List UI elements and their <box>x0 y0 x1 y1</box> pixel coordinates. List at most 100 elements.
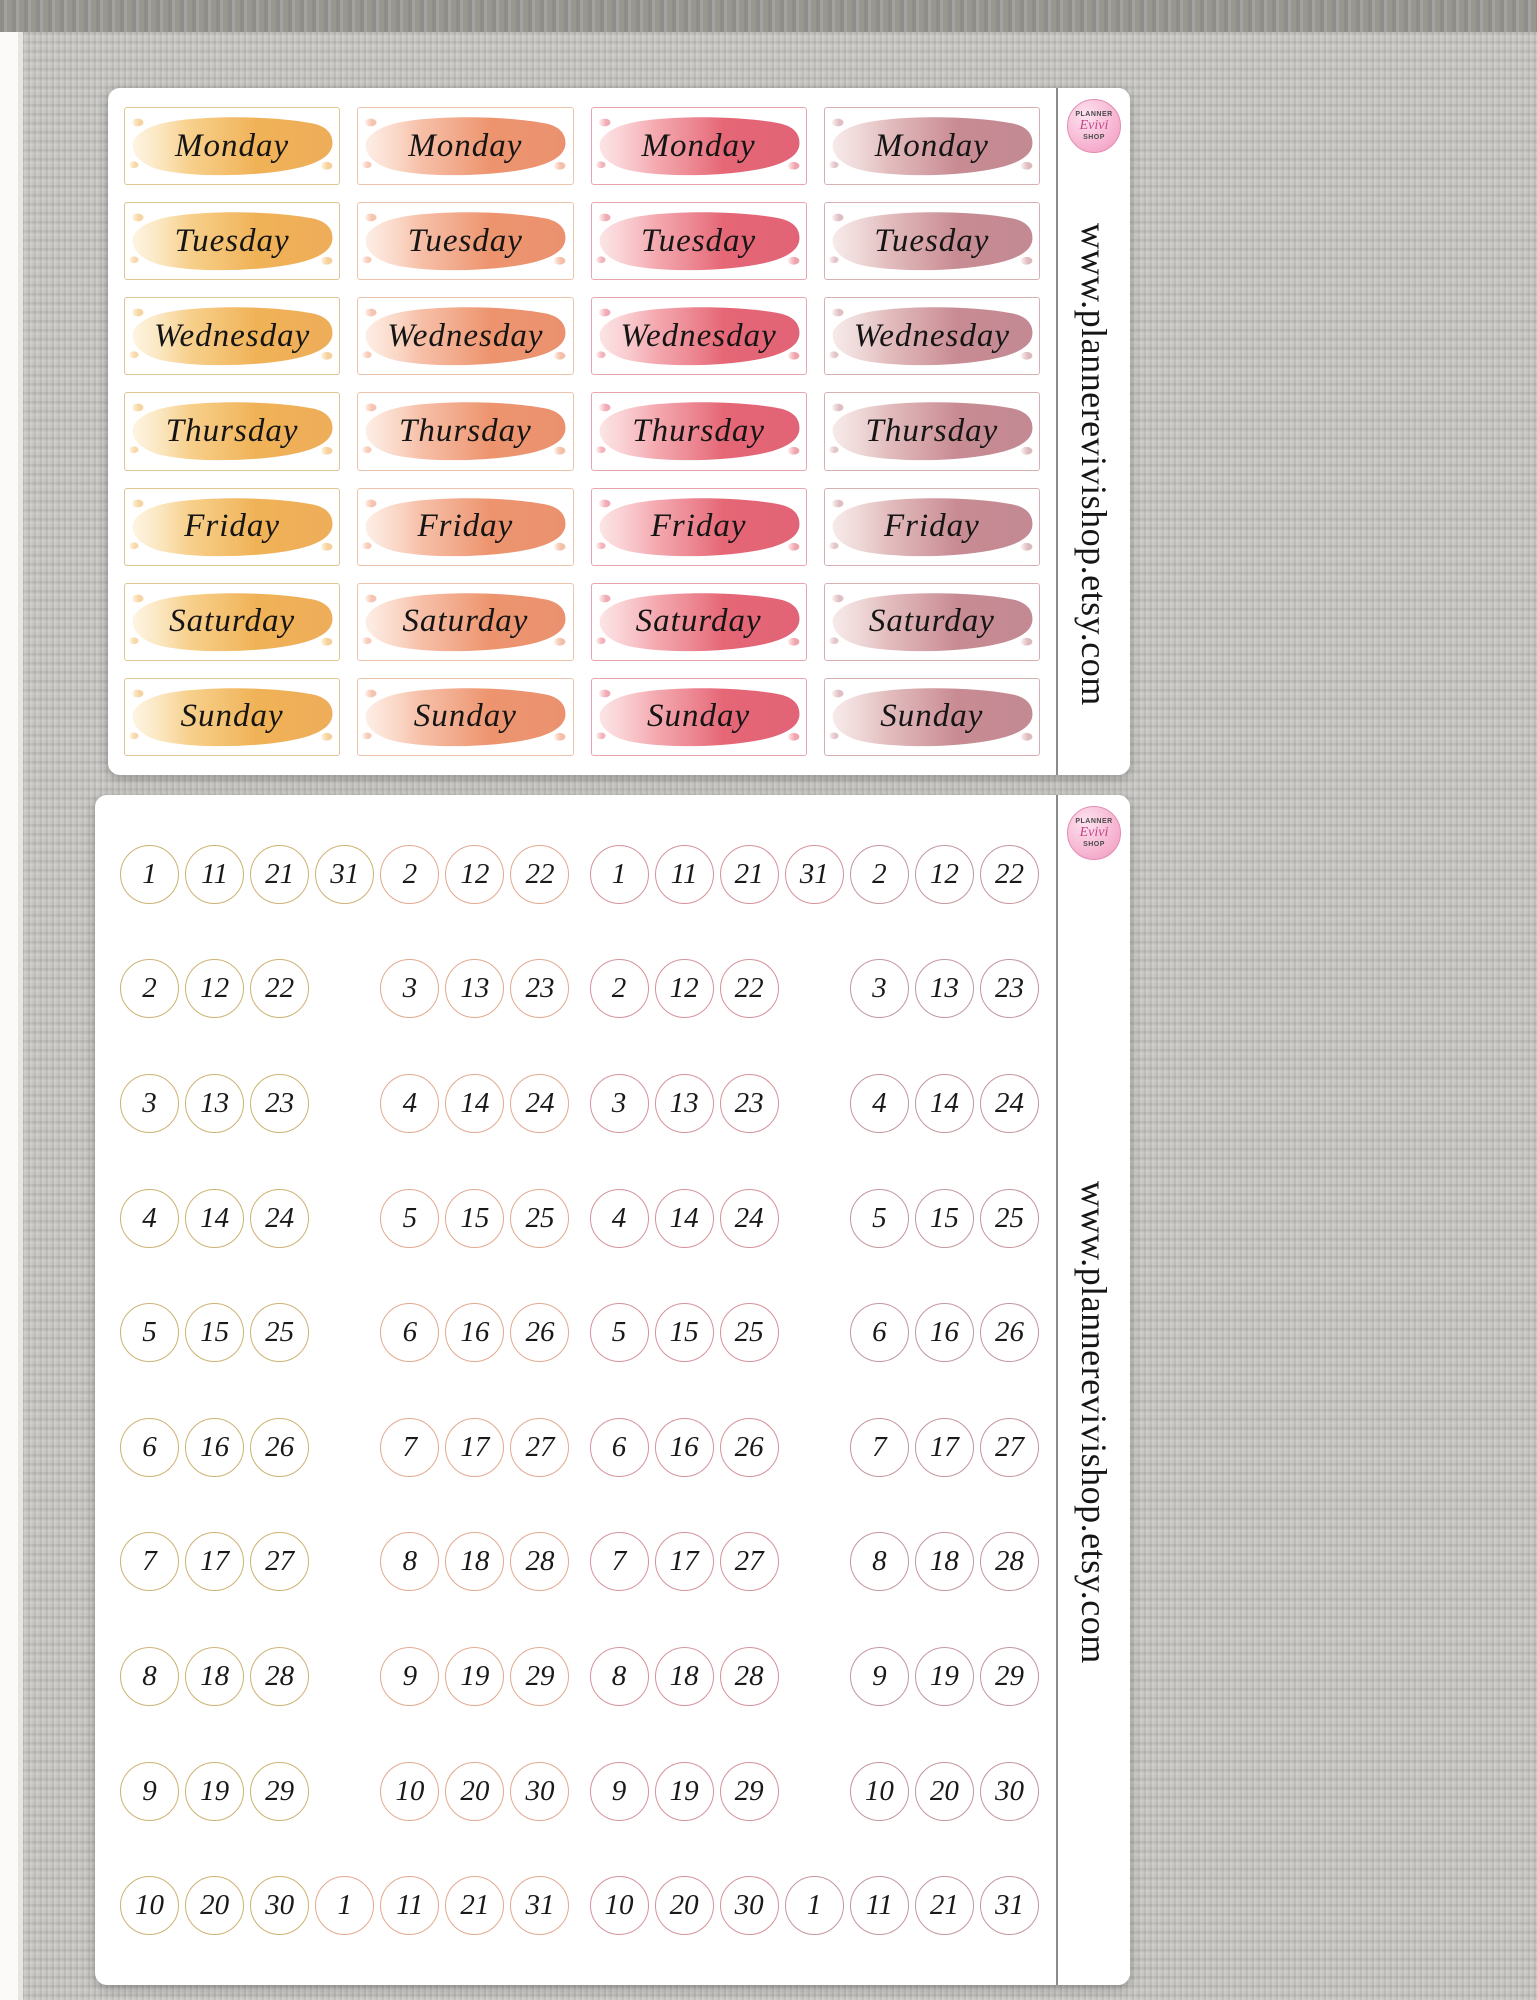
day-sticker-sunday-gold: Sunday <box>124 677 341 756</box>
date-sticker-17-coral: 17 <box>445 1417 505 1477</box>
day-sticker-thursday-gold: Thursday <box>124 392 341 471</box>
date-sticker-24-rose: 24 <box>979 1073 1039 1133</box>
date-sticker-12-gold: 12 <box>185 959 245 1019</box>
date-sticker-12-coral: 12 <box>445 844 505 904</box>
date-sticker-31-gold: 31 <box>315 844 375 904</box>
date-sticker-20-gold: 20 <box>185 1876 245 1936</box>
date-sticker-18-gold: 18 <box>185 1646 245 1706</box>
date-sticker-21-watermelon: 21 <box>719 844 779 904</box>
date-sticker-15-watermelon: 15 <box>654 1303 714 1363</box>
date-sticker-27-coral: 27 <box>510 1417 570 1477</box>
date-sticker-23-coral: 23 <box>510 959 570 1019</box>
day-sticker-label: Tuesday <box>874 222 990 259</box>
day-sticker-tuesday-rose: Tuesday <box>823 202 1040 281</box>
day-sticker-thursday-rose: Thursday <box>823 392 1040 471</box>
date-sticker-29-rose: 29 <box>979 1646 1039 1706</box>
day-sticker-sunday-coral: Sunday <box>357 677 574 756</box>
day-sticker-saturday-watermelon: Saturday <box>590 582 807 661</box>
date-sticker-28-coral: 28 <box>510 1532 570 1592</box>
date-sticker-27-gold: 27 <box>250 1532 310 1592</box>
date-sticker-4-gold: 4 <box>120 1188 180 1248</box>
day-sticker-label: Saturday <box>402 603 529 640</box>
date-sticker-30-coral: 30 <box>510 1761 570 1821</box>
date-sticker-9-rose: 9 <box>849 1646 909 1706</box>
day-sticker-sunday-rose: Sunday <box>823 677 1040 756</box>
date-sticker-17-watermelon: 17 <box>654 1532 714 1592</box>
date-sticker-10-rose: 10 <box>849 1761 909 1821</box>
weekday-sheet-side-strip: PLANNER Evivi SHOP www.plannerevivishop.… <box>1056 88 1130 775</box>
watercolor-brush-stroke-icon <box>362 402 566 461</box>
date-sticker-17-gold: 17 <box>185 1532 245 1592</box>
date-sticker-25-rose: 25 <box>979 1188 1039 1248</box>
date-sticker-30-watermelon: 30 <box>719 1876 779 1936</box>
date-sticker-4-watermelon: 4 <box>589 1188 649 1248</box>
watercolor-brush-stroke-icon <box>828 402 1033 461</box>
watercolor-brush-stroke-icon <box>828 497 1033 556</box>
date-sheet-side-strip: PLANNER Evivi SHOP www.plannerevivishop.… <box>1056 795 1130 1985</box>
day-sticker-label: Monday <box>175 127 290 164</box>
day-sticker-label: Tuesday <box>641 222 757 259</box>
date-sticker-8-watermelon: 8 <box>589 1646 649 1706</box>
date-sticker-14-watermelon: 14 <box>654 1188 714 1248</box>
date-sticker-19-coral: 19 <box>445 1646 505 1706</box>
date-sticker-18-coral: 18 <box>445 1532 505 1592</box>
day-sticker-label: Friday <box>417 508 514 545</box>
date-sticker-21-coral: 21 <box>445 1876 505 1936</box>
logo-text-top: PLANNER <box>1075 818 1113 825</box>
date-sticker-2-rose: 2 <box>849 844 909 904</box>
date-sticker-19-watermelon: 19 <box>654 1761 714 1821</box>
logo-text-script: Evivi <box>1079 118 1109 133</box>
date-sticker-28-watermelon: 28 <box>719 1646 779 1706</box>
date-sticker-10-coral: 10 <box>380 1761 440 1821</box>
day-sticker-label: Monday <box>641 127 756 164</box>
date-sticker-28-gold: 28 <box>250 1646 310 1706</box>
date-sticker-19-gold: 19 <box>185 1761 245 1821</box>
watercolor-brush-stroke-icon <box>595 592 799 651</box>
date-sticker-grid: 1 11 21 31 2 12 22 1 11 21 31 2 12 22 2 12 22 3 13 23 2 12 22 3… <box>95 795 1056 1985</box>
day-sticker-friday-gold: Friday <box>124 487 341 566</box>
day-sticker-label: Sunday <box>880 698 984 735</box>
watercolor-brush-stroke-icon <box>828 212 1033 271</box>
date-sticker-15-rose: 15 <box>914 1188 974 1248</box>
watercolor-brush-stroke-icon <box>128 497 333 556</box>
day-sticker-label: Thursday <box>865 412 999 449</box>
day-sticker-label: Saturday <box>868 603 995 640</box>
day-sticker-monday-coral: Monday <box>357 107 574 186</box>
date-sticker-16-watermelon: 16 <box>654 1417 714 1477</box>
watercolor-brush-stroke-icon <box>362 212 566 271</box>
date-sticker-12-watermelon: 12 <box>654 959 714 1019</box>
day-sticker-label: Thursday <box>165 412 299 449</box>
day-sticker-label: Wednesday <box>387 317 544 354</box>
date-sticker-30-rose: 30 <box>979 1761 1039 1821</box>
watercolor-brush-stroke-icon <box>128 212 333 271</box>
day-sticker-wednesday-gold: Wednesday <box>124 297 341 376</box>
day-sticker-wednesday-watermelon: Wednesday <box>590 297 807 376</box>
day-sticker-label: Thursday <box>632 412 765 449</box>
date-sticker-28-rose: 28 <box>979 1532 1039 1592</box>
date-sticker-23-gold: 23 <box>250 1073 310 1133</box>
date-sticker-8-coral: 8 <box>380 1532 440 1592</box>
date-sticker-6-gold: 6 <box>120 1417 180 1477</box>
logo-text-top: PLANNER <box>1075 111 1113 118</box>
date-sticker-6-rose: 6 <box>849 1303 909 1363</box>
date-sticker-25-coral: 25 <box>510 1188 570 1248</box>
date-sticker-8-rose: 8 <box>849 1532 909 1592</box>
date-sticker-23-watermelon: 23 <box>719 1073 779 1133</box>
date-sticker-15-gold: 15 <box>185 1303 245 1363</box>
day-sticker-label: Wednesday <box>620 317 777 354</box>
day-sticker-label: Sunday <box>647 698 751 735</box>
date-sticker-31-rose: 31 <box>979 1876 1039 1936</box>
background-top-edge <box>0 0 1537 32</box>
date-sticker-1-coral: 1 <box>315 1876 375 1936</box>
planner-evivi-shop-logo: PLANNER Evivi SHOP <box>1067 99 1121 153</box>
date-sticker-20-rose: 20 <box>914 1761 974 1821</box>
date-sticker-19-rose: 19 <box>914 1646 974 1706</box>
date-sticker-5-coral: 5 <box>380 1188 440 1248</box>
shop-url: www.plannerevivishop.etsy.com <box>1074 222 1114 706</box>
date-sticker-7-watermelon: 7 <box>589 1532 649 1592</box>
shop-url-wrap: www.plannerevivishop.etsy.com <box>1058 153 1130 775</box>
date-sticker-14-coral: 14 <box>445 1073 505 1133</box>
watercolor-brush-stroke-icon <box>828 592 1033 651</box>
date-sticker-29-gold: 29 <box>250 1761 310 1821</box>
day-sticker-label: Wednesday <box>154 317 311 354</box>
